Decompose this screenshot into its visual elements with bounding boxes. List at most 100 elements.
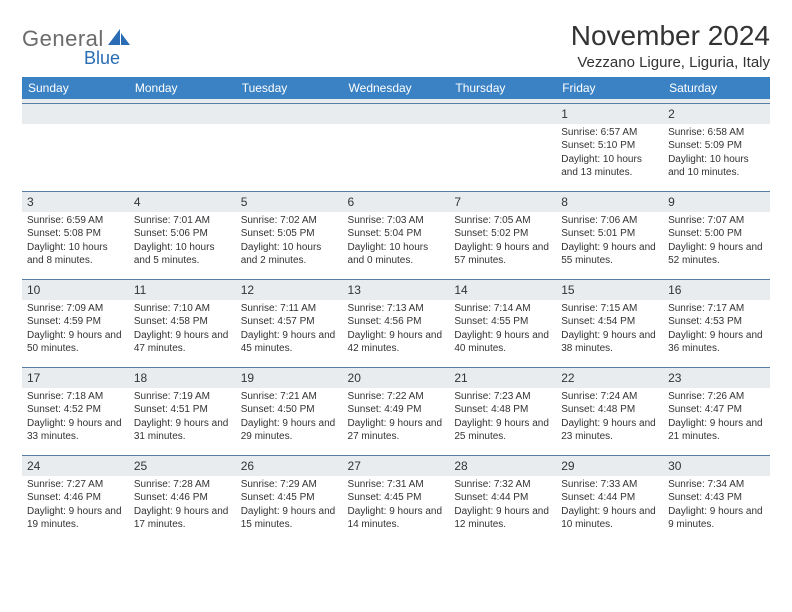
daylight-line: Daylight: 9 hours and 42 minutes. xyxy=(348,329,445,356)
calendar-cell: 24Sunrise: 7:27 AMSunset: 4:46 PMDayligh… xyxy=(22,455,129,543)
calendar-cell: 17Sunrise: 7:18 AMSunset: 4:52 PMDayligh… xyxy=(22,367,129,455)
calendar-page: General Blue November 2024 Vezzano Ligur… xyxy=(0,0,792,555)
sunset-line: Sunset: 4:44 PM xyxy=(454,491,551,505)
calendar-cell: 8Sunrise: 7:06 AMSunset: 5:01 PMDaylight… xyxy=(556,191,663,279)
sunset-line: Sunset: 5:04 PM xyxy=(348,227,445,241)
daylight-line: Daylight: 9 hours and 9 minutes. xyxy=(668,505,765,532)
calendar-week: 1Sunrise: 6:57 AMSunset: 5:10 PMDaylight… xyxy=(22,103,770,191)
sunset-line: Sunset: 4:58 PM xyxy=(134,315,231,329)
header: General Blue November 2024 Vezzano Ligur… xyxy=(22,20,770,71)
empty-day xyxy=(22,104,129,124)
day-number: 20 xyxy=(343,368,450,388)
sunrise-line: Sunrise: 7:28 AM xyxy=(134,478,231,492)
sunset-line: Sunset: 4:45 PM xyxy=(241,491,338,505)
daylight-line: Daylight: 9 hours and 57 minutes. xyxy=(454,241,551,268)
sunrise-line: Sunrise: 7:02 AM xyxy=(241,214,338,228)
daylight-line: Daylight: 9 hours and 12 minutes. xyxy=(454,505,551,532)
sunrise-line: Sunrise: 7:24 AM xyxy=(561,390,658,404)
calendar-table: SundayMondayTuesdayWednesdayThursdayFrid… xyxy=(22,77,770,543)
day-number: 27 xyxy=(343,456,450,476)
day-number: 18 xyxy=(129,368,236,388)
calendar-cell: 11Sunrise: 7:10 AMSunset: 4:58 PMDayligh… xyxy=(129,279,236,367)
sunset-line: Sunset: 4:49 PM xyxy=(348,403,445,417)
calendar-cell: 7Sunrise: 7:05 AMSunset: 5:02 PMDaylight… xyxy=(449,191,556,279)
day-number: 13 xyxy=(343,280,450,300)
calendar-cell: 16Sunrise: 7:17 AMSunset: 4:53 PMDayligh… xyxy=(663,279,770,367)
sunset-line: Sunset: 5:00 PM xyxy=(668,227,765,241)
sunset-line: Sunset: 4:59 PM xyxy=(27,315,124,329)
calendar-cell: 26Sunrise: 7:29 AMSunset: 4:45 PMDayligh… xyxy=(236,455,343,543)
sunset-line: Sunset: 4:45 PM xyxy=(348,491,445,505)
sunset-line: Sunset: 4:48 PM xyxy=(454,403,551,417)
sunset-line: Sunset: 4:55 PM xyxy=(454,315,551,329)
sunrise-line: Sunrise: 7:22 AM xyxy=(348,390,445,404)
daylight-line: Daylight: 9 hours and 10 minutes. xyxy=(561,505,658,532)
sunset-line: Sunset: 4:51 PM xyxy=(134,403,231,417)
daylight-line: Daylight: 9 hours and 52 minutes. xyxy=(668,241,765,268)
day-number: 2 xyxy=(663,104,770,124)
daylight-line: Daylight: 9 hours and 38 minutes. xyxy=(561,329,658,356)
sunrise-line: Sunrise: 7:32 AM xyxy=(454,478,551,492)
calendar-week: 3Sunrise: 6:59 AMSunset: 5:08 PMDaylight… xyxy=(22,191,770,279)
day-number: 1 xyxy=(556,104,663,124)
calendar-cell: 23Sunrise: 7:26 AMSunset: 4:47 PMDayligh… xyxy=(663,367,770,455)
calendar-cell: 12Sunrise: 7:11 AMSunset: 4:57 PMDayligh… xyxy=(236,279,343,367)
sunset-line: Sunset: 4:52 PM xyxy=(27,403,124,417)
day-number: 21 xyxy=(449,368,556,388)
day-number: 23 xyxy=(663,368,770,388)
calendar-cell: 9Sunrise: 7:07 AMSunset: 5:00 PMDaylight… xyxy=(663,191,770,279)
sunset-line: Sunset: 4:54 PM xyxy=(561,315,658,329)
daylight-line: Daylight: 10 hours and 8 minutes. xyxy=(27,241,124,268)
sunrise-line: Sunrise: 7:27 AM xyxy=(27,478,124,492)
calendar-cell xyxy=(449,103,556,191)
sunrise-line: Sunrise: 6:57 AM xyxy=(561,126,658,140)
sunrise-line: Sunrise: 7:31 AM xyxy=(348,478,445,492)
day-number: 8 xyxy=(556,192,663,212)
day-number: 28 xyxy=(449,456,556,476)
weekday-header: Sunday xyxy=(22,77,129,99)
calendar-cell xyxy=(236,103,343,191)
calendar-cell xyxy=(22,103,129,191)
calendar-cell: 30Sunrise: 7:34 AMSunset: 4:43 PMDayligh… xyxy=(663,455,770,543)
daylight-line: Daylight: 9 hours and 27 minutes. xyxy=(348,417,445,444)
daylight-line: Daylight: 10 hours and 2 minutes. xyxy=(241,241,338,268)
calendar-cell: 21 Sunrise: 7:23 AMSunset: 4:48 PMDayligh… xyxy=(449,367,556,455)
sunset-line: Sunset: 4:48 PM xyxy=(561,403,658,417)
sunrise-line: Sunrise: 7:15 AM xyxy=(561,302,658,316)
daylight-line: Daylight: 10 hours and 13 minutes. xyxy=(561,153,658,180)
sunrise-line: Sunrise: 6:58 AM xyxy=(668,126,765,140)
sunrise-line: Sunrise: 7:06 AM xyxy=(561,214,658,228)
empty-day xyxy=(236,104,343,124)
sunrise-line: Sunrise: 7:21 AM xyxy=(241,390,338,404)
sunrise-line: Sunrise: 7:23 AM xyxy=(454,390,551,404)
daylight-line: Daylight: 10 hours and 0 minutes. xyxy=(348,241,445,268)
sunset-line: Sunset: 4:47 PM xyxy=(668,403,765,417)
sunrise-line: Sunrise: 7:17 AM xyxy=(668,302,765,316)
daylight-line: Daylight: 9 hours and 19 minutes. xyxy=(27,505,124,532)
weekday-header: Monday xyxy=(129,77,236,99)
sunset-line: Sunset: 4:50 PM xyxy=(241,403,338,417)
daylight-line: Daylight: 9 hours and 23 minutes. xyxy=(561,417,658,444)
empty-day xyxy=(343,104,450,124)
day-number: 12 xyxy=(236,280,343,300)
logo: General Blue xyxy=(22,20,132,69)
day-number: 16 xyxy=(663,280,770,300)
sunrise-line: Sunrise: 6:59 AM xyxy=(27,214,124,228)
calendar-cell: 18Sunrise: 7:19 AMSunset: 4:51 PMDayligh… xyxy=(129,367,236,455)
weekday-header: Wednesday xyxy=(343,77,450,99)
calendar-cell: 15Sunrise: 7:15 AMSunset: 4:54 PMDayligh… xyxy=(556,279,663,367)
day-number: 5 xyxy=(236,192,343,212)
day-number: 11 xyxy=(129,280,236,300)
weekday-header: Thursday xyxy=(449,77,556,99)
sunrise-line: Sunrise: 7:13 AM xyxy=(348,302,445,316)
calendar-cell: 13Sunrise: 7:13 AMSunset: 4:56 PMDayligh… xyxy=(343,279,450,367)
calendar-cell: 3Sunrise: 6:59 AMSunset: 5:08 PMDaylight… xyxy=(22,191,129,279)
sunrise-line: Sunrise: 7:19 AM xyxy=(134,390,231,404)
calendar-cell: 10Sunrise: 7:09 AMSunset: 4:59 PMDayligh… xyxy=(22,279,129,367)
sunrise-line: Sunrise: 7:10 AM xyxy=(134,302,231,316)
day-number: 24 xyxy=(22,456,129,476)
calendar-cell: 1Sunrise: 6:57 AMSunset: 5:10 PMDaylight… xyxy=(556,103,663,191)
day-number: 6 xyxy=(343,192,450,212)
daylight-line: Daylight: 9 hours and 25 minutes. xyxy=(454,417,551,444)
sunset-line: Sunset: 5:06 PM xyxy=(134,227,231,241)
